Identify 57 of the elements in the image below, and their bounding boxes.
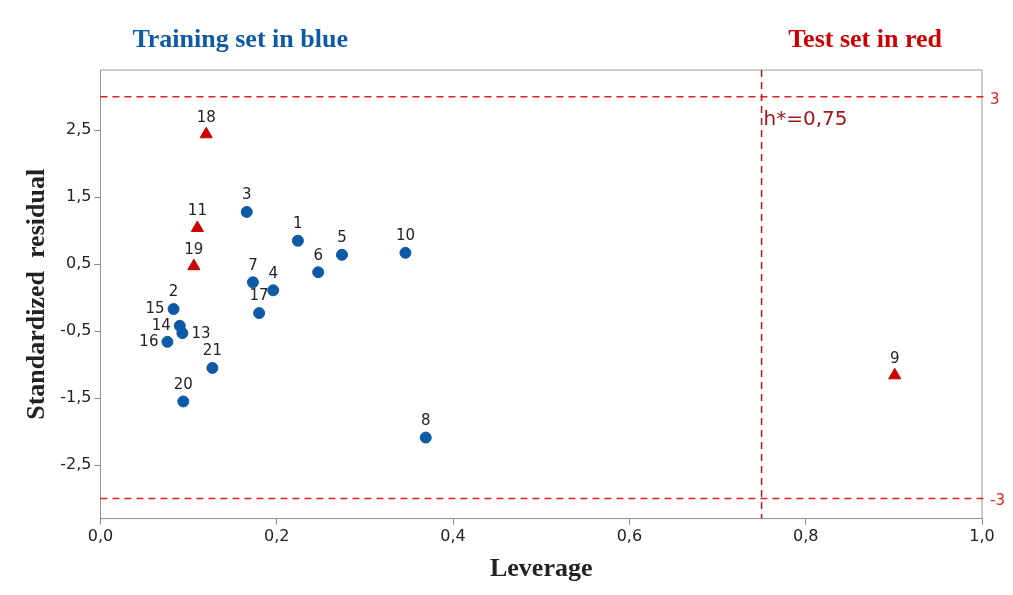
y-tick-label: 2,5 bbox=[65, 119, 92, 139]
x-tick-label: 0,0 bbox=[87, 526, 114, 546]
y-tick-label: -0,5 bbox=[60, 320, 92, 340]
point bbox=[199, 126, 213, 139]
point bbox=[888, 367, 902, 380]
y-tick-label: 1,5 bbox=[65, 186, 92, 206]
annotation: 19 bbox=[184, 239, 204, 258]
point bbox=[291, 234, 304, 247]
x-tick-label: 0,4 bbox=[440, 526, 466, 546]
point bbox=[206, 361, 219, 374]
annotation: 6 bbox=[313, 245, 323, 264]
annotation: 9 bbox=[889, 348, 900, 367]
y-axis-title: Standardized residual bbox=[21, 168, 51, 420]
x-axis-title: Leverage bbox=[489, 553, 593, 583]
annotation: 21 bbox=[202, 341, 222, 360]
annotation: 7 bbox=[248, 255, 258, 274]
x-tick-label: 0,2 bbox=[264, 526, 290, 546]
point bbox=[267, 284, 280, 297]
point bbox=[190, 220, 204, 233]
annotation: 13 bbox=[191, 323, 211, 342]
point bbox=[161, 335, 174, 348]
point bbox=[419, 431, 432, 444]
x-tick-label: 0,8 bbox=[792, 526, 819, 546]
annotation: 4 bbox=[268, 263, 278, 282]
point bbox=[335, 248, 348, 261]
ref-line-label: 3 bbox=[990, 89, 1000, 108]
x-tick-label: 0,6 bbox=[616, 526, 643, 546]
annotation: 8 bbox=[420, 410, 431, 429]
annotation: 16 bbox=[139, 332, 159, 351]
annotation: 20 bbox=[173, 374, 193, 393]
text: Test set in red bbox=[788, 23, 943, 53]
annotation: 2 bbox=[168, 282, 179, 301]
point bbox=[246, 276, 259, 289]
text: Training set in blue bbox=[132, 23, 348, 53]
point bbox=[187, 258, 201, 271]
point bbox=[167, 303, 180, 316]
ref-line-label: -3 bbox=[990, 491, 1005, 510]
y-tick-label: 0,5 bbox=[65, 253, 92, 273]
annotation: 1 bbox=[293, 214, 303, 233]
point bbox=[399, 246, 412, 259]
point bbox=[173, 319, 186, 332]
annotation: 3 bbox=[241, 185, 252, 204]
y-tick-label: -2,5 bbox=[60, 454, 92, 474]
annotation: 15 bbox=[145, 299, 165, 318]
x-tick-label: 1,0 bbox=[969, 526, 995, 546]
annotation: 10 bbox=[395, 226, 415, 245]
point bbox=[312, 266, 325, 279]
point bbox=[240, 205, 253, 218]
annotation: 18 bbox=[196, 107, 216, 126]
point bbox=[253, 307, 266, 320]
point bbox=[177, 395, 190, 408]
y-tick-label: -1,5 bbox=[60, 387, 92, 407]
annotation: 17 bbox=[249, 286, 269, 305]
ref-line-label: h*=0,75 bbox=[763, 106, 848, 131]
annotation: 11 bbox=[187, 201, 207, 220]
annotation: 14 bbox=[151, 316, 171, 335]
annotation: 5 bbox=[337, 228, 347, 247]
